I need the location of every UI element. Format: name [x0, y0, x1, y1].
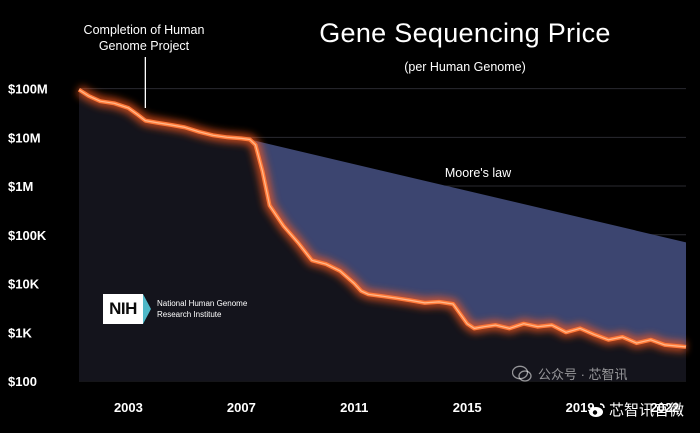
price-area [79, 89, 686, 381]
weibo-icon [589, 402, 605, 417]
watermark: 公众号 · 芯智讯 [512, 364, 628, 383]
x-axis-ticks: 2003 2007 2011 2015 2019 2022 [114, 400, 679, 415]
price-line-highlight [78, 89, 687, 348]
y-tick-label: $100K [8, 228, 47, 243]
chevron-icon [143, 294, 151, 324]
price-line-layer [76, 85, 687, 352]
area-layer [79, 89, 687, 381]
y-tick-label: $100M [8, 82, 48, 97]
chart-subtitle: (per Human Genome) [404, 60, 526, 74]
x-tick-label: 2007 [227, 400, 256, 415]
y-tick-label: $100 [8, 374, 37, 389]
weibo-overlay-text: 芯智讯官微 [609, 402, 685, 419]
y-tick-label: $1K [8, 325, 32, 340]
x-tick-label: 2019 [566, 400, 595, 415]
y-axis-ticks: $100 $1K $10K $100K $1M $10M $100M [8, 82, 48, 389]
nih-name-line1: National Human Genome [157, 299, 248, 308]
y-tick-label: $10K [8, 277, 40, 292]
watermark-text: 公众号 · 芯智讯 [538, 367, 628, 382]
milestone-annotation: Completion of Human Genome Project [70, 22, 218, 54]
weibo-overlay: 芯智讯官微 [588, 399, 684, 420]
x-tick-label: 2003 [114, 400, 143, 415]
moores-law-area [249, 139, 687, 347]
y-tick-label: $1M [8, 179, 33, 194]
annotation-layer: Moore's law [144, 57, 512, 180]
nih-logo: NIH National Human Genome Research Insti… [103, 294, 247, 324]
x-tick-label: 2022 [650, 400, 679, 415]
nih-logo-mark: NIH [103, 294, 143, 324]
nih-logo-name: National Human Genome Research Institute [157, 298, 247, 320]
y-tick-label: $10M [8, 130, 41, 145]
wechat-icon [512, 365, 532, 382]
x-tick-label: 2011 [340, 400, 368, 415]
milestone-label-line1: Completion of Human [83, 23, 205, 37]
nih-name-line2: Research Institute [157, 310, 222, 319]
chart-title: Gene Sequencing Price [319, 18, 611, 48]
moores-law-label: Moore's law [445, 166, 512, 180]
milestone-label-line2: Genome Project [98, 39, 190, 53]
x-tick-label: 2015 [453, 400, 482, 415]
